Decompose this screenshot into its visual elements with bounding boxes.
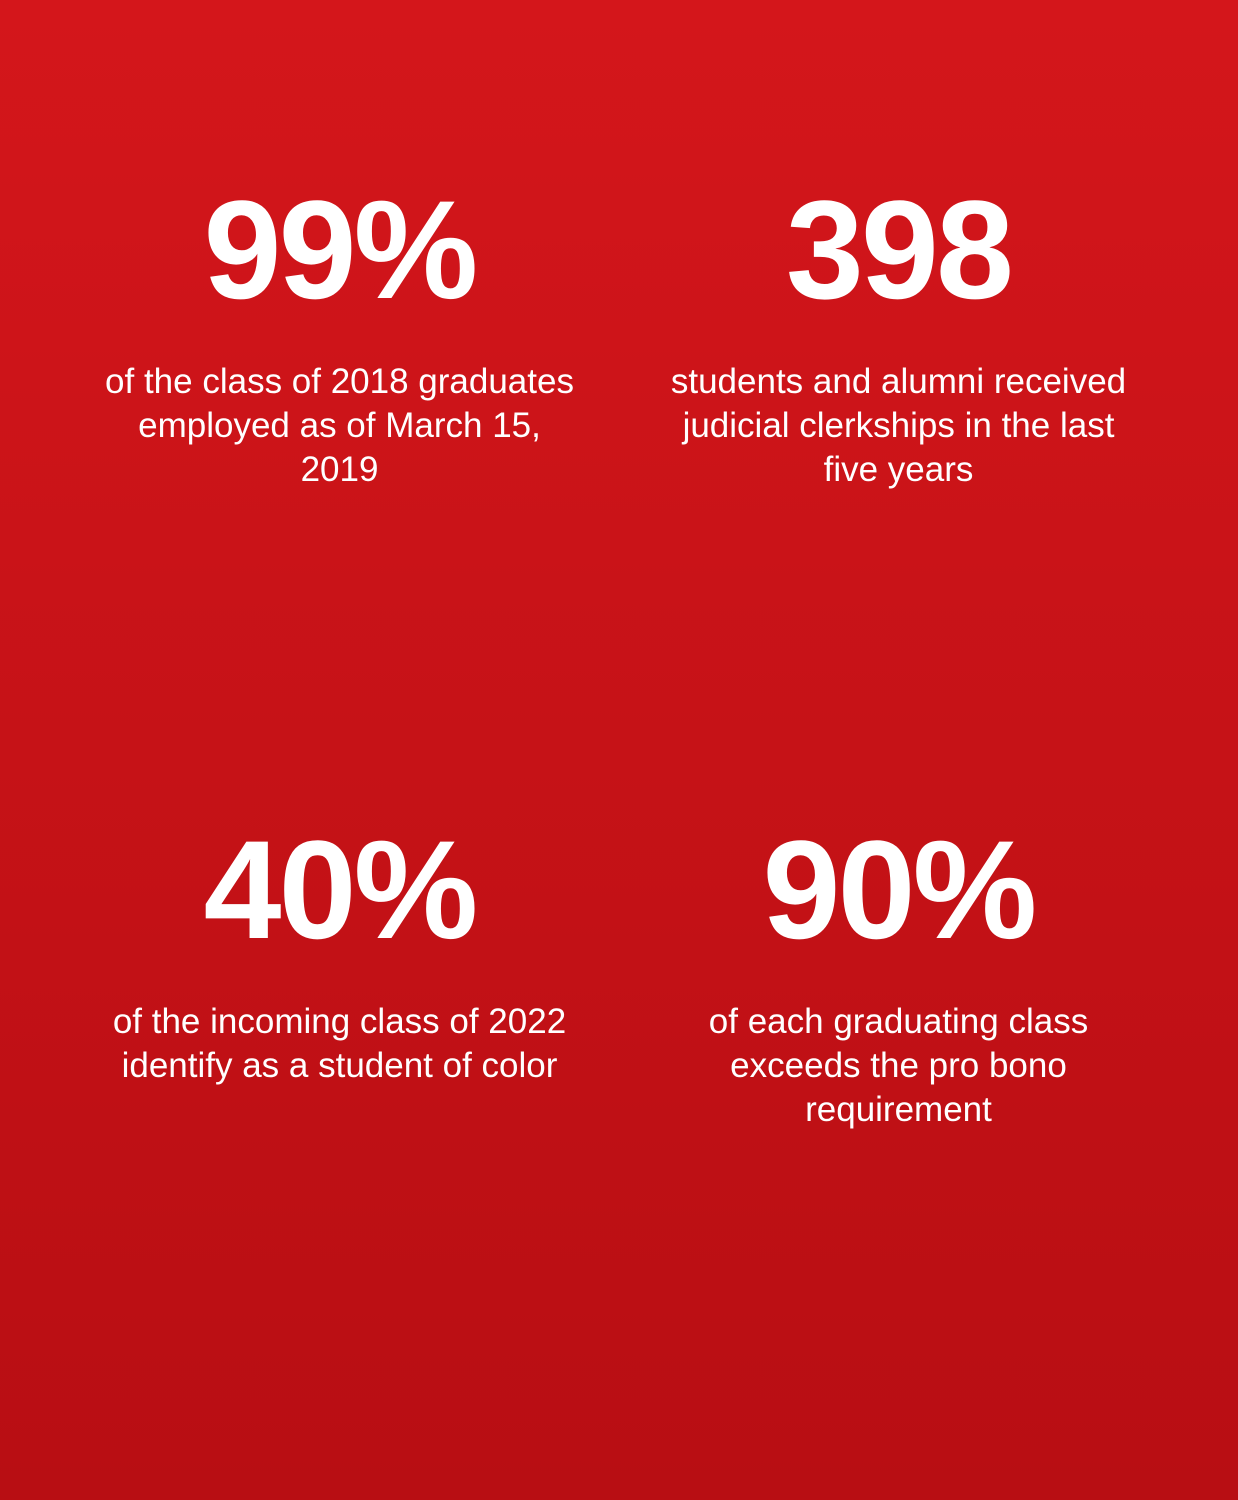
stats-grid: 99% of the class of 2018 graduates emplo… [0,0,1238,1500]
stat-value: 99% [204,180,476,320]
stat-description: students and alumni received judicial cl… [659,360,1139,491]
stat-value: 398 [786,180,1011,320]
stat-description: of the incoming class of 2022 identify a… [100,1000,580,1088]
stat-block-probono: 90% of each graduating class exceeds the… [649,820,1148,1320]
stat-description: of each graduating class exceeds the pro… [659,1000,1139,1131]
stat-block-clerkships: 398 students and alumni received judicia… [649,180,1148,680]
stat-description: of the class of 2018 graduates employed … [100,360,580,491]
stat-value: 90% [763,820,1035,960]
stat-value: 40% [204,820,476,960]
stat-block-employment: 99% of the class of 2018 graduates emplo… [90,180,589,680]
stat-block-diversity: 40% of the incoming class of 2022 identi… [90,820,589,1320]
